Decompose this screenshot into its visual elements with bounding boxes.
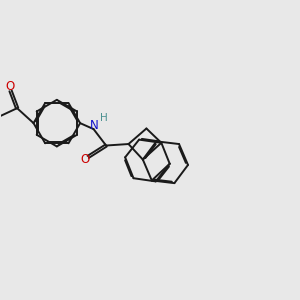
Text: O: O — [5, 80, 15, 94]
Text: N: N — [90, 119, 99, 132]
Text: H: H — [100, 113, 107, 123]
Text: O: O — [80, 153, 89, 167]
